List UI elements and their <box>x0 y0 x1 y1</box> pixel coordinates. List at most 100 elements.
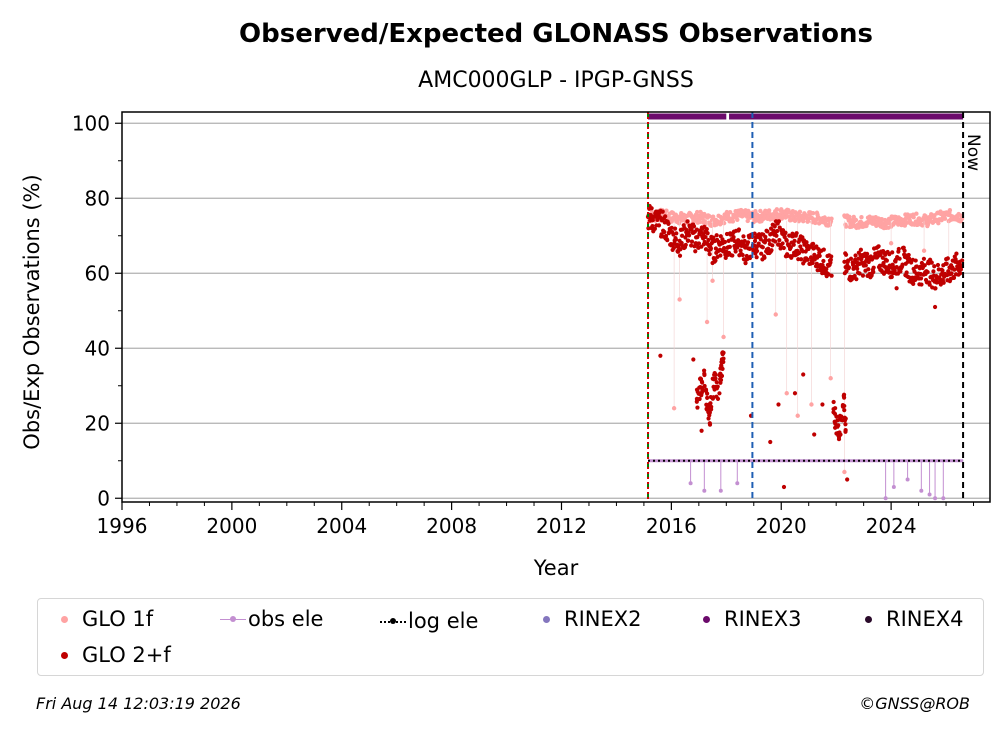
glo1f-outlier <box>828 376 833 381</box>
glo2f-point <box>922 263 927 268</box>
glo2f-point <box>829 273 834 278</box>
rinex3-marker-icon <box>694 611 718 629</box>
glo2f-point <box>894 265 899 270</box>
glo1f-point <box>745 218 750 224</box>
glo2f-point <box>696 241 702 246</box>
glo2f-point <box>799 257 804 262</box>
glo2f-point <box>705 231 710 236</box>
legend-label: obs ele <box>248 607 324 631</box>
glo2f-cluster-point <box>705 395 710 400</box>
glo1f-outlier <box>710 278 715 283</box>
obs-ele-marker-icon <box>218 611 248 629</box>
glo2f-point <box>804 240 809 245</box>
glo2f-outlier <box>845 477 850 482</box>
glo2f-point <box>686 238 691 243</box>
log-ele-marker-icon <box>378 613 408 631</box>
glo2f-point <box>821 258 826 264</box>
glo2f-point <box>884 258 889 263</box>
glo2f-point <box>762 255 767 260</box>
glo2f-point <box>954 251 959 256</box>
glo2f-cluster-point <box>709 407 714 412</box>
glo2f-point <box>811 241 816 246</box>
glo2f-point <box>871 269 876 275</box>
glo2f-point <box>871 265 876 270</box>
legend-item-log-ele: log ele <box>378 611 478 632</box>
now-label: Now <box>963 134 983 171</box>
glo2f-cluster-point <box>706 416 711 421</box>
chart: Observed/Expected GLONASS Observations A… <box>20 19 991 580</box>
glo2f-point <box>848 256 854 261</box>
glo1f-point <box>851 214 856 220</box>
glo2f-point <box>707 252 712 257</box>
glo1f-point <box>911 215 916 220</box>
glo1f-point <box>707 213 712 219</box>
glo2f-point <box>745 240 751 245</box>
glo1f-point <box>697 219 703 225</box>
glo2f-point <box>673 237 678 242</box>
glo2f-point <box>791 242 796 247</box>
glo2f-point <box>794 231 799 236</box>
chart-subtitle: AMC000GLP - IPGP-GNSS <box>418 68 694 93</box>
glo2f-outlier <box>658 353 663 358</box>
glo2f-point <box>686 233 692 238</box>
glo2f-point <box>666 221 671 226</box>
legend-item-glo2f: GLO 2+f <box>52 645 171 666</box>
glo2f-point <box>796 250 802 256</box>
glo2f-point <box>940 268 945 273</box>
glo2f-cluster-point <box>695 405 700 410</box>
glo1f-point <box>758 208 763 214</box>
glo1f-point <box>774 207 780 212</box>
glo2f-cluster-point <box>713 372 718 377</box>
obs-ele-outlier <box>688 481 693 486</box>
glo2f-point <box>740 252 745 258</box>
glo1f-point <box>753 209 758 214</box>
glo2f-cluster-point <box>715 384 720 389</box>
glo2f-point <box>674 231 679 236</box>
obs-ele-outlier <box>919 488 924 493</box>
glo1f-point <box>797 209 803 215</box>
glo2f-point <box>663 214 668 219</box>
glo2f-outlier <box>932 304 938 310</box>
glo2f-point <box>669 225 674 230</box>
glo2f-cluster-point <box>717 391 722 396</box>
glo2f-point <box>693 249 698 254</box>
obs-ele-outlier <box>735 481 740 486</box>
glo2f-point <box>691 224 697 229</box>
legend-label: GLO 2+f <box>82 643 171 667</box>
glo2f-point <box>775 228 780 234</box>
glo2f-point <box>742 238 747 244</box>
glo2f-point <box>765 229 770 234</box>
obs-ele-outlier <box>883 496 888 501</box>
glo2f-point <box>921 256 927 261</box>
x-tick-label: 2000 <box>206 514 257 538</box>
glo1f-outlier <box>671 406 677 411</box>
glo2f-point <box>960 258 965 263</box>
glo2f-point <box>890 250 895 255</box>
glo1f-outlier <box>888 241 894 246</box>
glo2f-point <box>876 244 881 249</box>
legend-item-rinex2: RINEX2 <box>534 609 642 630</box>
glo2f-point <box>919 282 924 287</box>
glo2f-cluster-point <box>834 414 839 419</box>
legend-label: RINEX4 <box>886 607 964 631</box>
glo2f-point <box>650 217 655 223</box>
glo2f-cluster-point <box>721 359 726 365</box>
glo2f-point <box>783 230 788 235</box>
glo2f-cluster-point <box>841 395 847 400</box>
glo1f-point <box>829 216 834 221</box>
glo2f-point <box>866 267 871 272</box>
glo2f-point <box>843 252 849 257</box>
glo2f-point <box>738 248 743 253</box>
glo2f-point <box>781 245 786 251</box>
glo2f-point <box>656 223 662 228</box>
glo2f-point <box>708 246 714 251</box>
glo2f-point <box>858 247 863 252</box>
axes: 0 20 40 60 80 100 1996 2000 2004 2008 2012 2016 2020… <box>72 111 991 538</box>
glo1f-outlier <box>921 248 927 253</box>
glo1f-outlier <box>784 391 789 396</box>
glo2f-outlier <box>781 484 787 490</box>
glo2f-outlier <box>691 357 696 362</box>
glo2f-point <box>860 273 866 278</box>
glo2f-point <box>720 237 725 242</box>
glo2f-cluster-point <box>837 430 842 435</box>
